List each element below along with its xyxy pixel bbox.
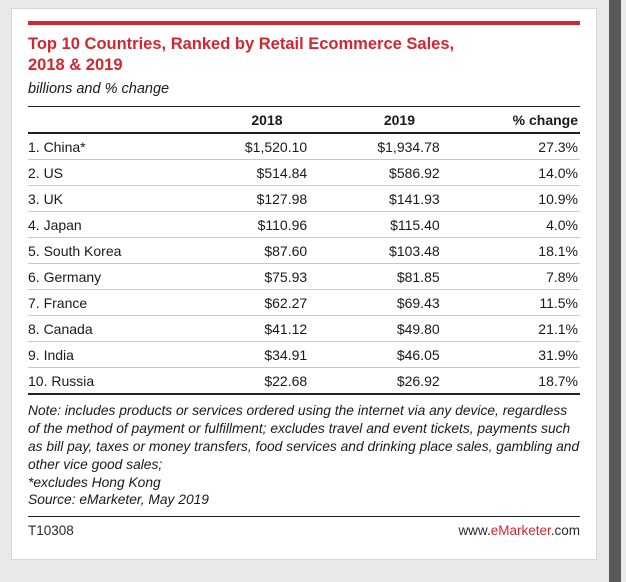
country-cell: 5. South Korea (28, 237, 227, 264)
asterisk-note: *excludes Hong Kong (28, 474, 161, 490)
methodology-note: Note: includes products or services orde… (28, 402, 580, 472)
table-row: 8. Canada $41.12 $49.80 21.1% (28, 315, 580, 342)
emarketer-url: www.eMarketer.com (458, 523, 580, 538)
sales-2018-cell: $22.68 (226, 367, 360, 395)
change-cell: 11.5% (491, 289, 580, 316)
table-row: 7. France $62.27 $69.43 11.5% (28, 289, 580, 316)
country-cell: 2. US (28, 159, 227, 186)
change-cell: 21.1% (491, 315, 580, 342)
change-cell: 4.0% (491, 211, 580, 238)
chart-id: T10308 (28, 523, 74, 539)
chart-footer: T10308 www.eMarketer.com (28, 516, 580, 538)
table-row: 5. South Korea $87.60 $103.48 18.1% (28, 237, 580, 264)
change-cell: 7.8% (491, 263, 580, 290)
column-header-change: % change (491, 105, 580, 134)
sales-2019-cell: $586.92 (359, 159, 492, 186)
sales-2018-cell: $34.91 (226, 341, 360, 368)
sales-2019-cell: $49.80 (359, 315, 492, 342)
sales-2019-cell: $103.48 (359, 237, 492, 264)
table-row: 6. Germany $75.93 $81.85 7.8% (28, 263, 580, 290)
country-cell: 6. Germany (28, 263, 227, 290)
country-cell: 10. Russia (28, 367, 227, 395)
sales-2019-cell: $141.93 (359, 185, 492, 212)
sales-2019-cell: $46.05 (359, 341, 492, 368)
change-cell: 18.7% (491, 367, 580, 395)
change-cell: 14.0% (491, 159, 580, 186)
table-row: 4. Japan $110.96 $115.40 4.0% (28, 211, 580, 238)
sales-2018-cell: $514.84 (226, 159, 360, 186)
country-cell: 8. Canada (28, 315, 227, 342)
source-note: Source: eMarketer, May 2019 (28, 492, 209, 508)
sales-2018-cell: $62.27 (226, 289, 360, 316)
sales-2019-cell: $115.40 (359, 211, 492, 238)
table-row: 1. China* $1,520.10 $1,934.78 27.3% (28, 132, 580, 160)
country-cell: 9. India (28, 341, 227, 368)
sales-2018-cell: $127.98 (226, 185, 360, 212)
country-cell: 7. France (28, 289, 227, 316)
column-header-2019: 2019 (359, 105, 492, 134)
sales-2019-cell: $81.85 (359, 263, 492, 290)
url-prefix: www. (458, 523, 491, 539)
sales-2019-cell: $1,934.78 (359, 132, 492, 160)
column-header-2018: 2018 (226, 105, 360, 134)
title-line-1: Top 10 Countries, Ranked by Retail Ecomm… (28, 35, 455, 53)
table-row: 3. UK $127.98 $141.93 10.9% (28, 185, 580, 212)
url-suffix: .com (550, 523, 580, 539)
sales-2018-cell: $87.60 (226, 237, 360, 264)
table-row: 10. Russia $22.68 $26.92 18.7% (28, 367, 580, 395)
sales-2018-cell: $41.12 (226, 315, 360, 342)
change-cell: 18.1% (491, 237, 580, 264)
sales-2019-cell: $26.92 (359, 367, 492, 395)
right-shadow-strip (609, 0, 621, 582)
accent-top-rule (28, 21, 580, 25)
country-cell: 4. Japan (28, 211, 227, 238)
url-brand: eMarketer (490, 523, 551, 539)
country-cell: 1. China* (28, 132, 227, 160)
country-cell: 3. UK (28, 185, 227, 212)
change-cell: 10.9% (491, 185, 580, 212)
title-line-2: 2018 & 2019 (28, 56, 123, 75)
column-header-country (28, 105, 227, 134)
table-header-row: 2018 2019 % change (28, 105, 580, 134)
sales-2019-cell: $69.43 (359, 289, 492, 316)
chart-card: Top 10 Countries, Ranked by Retail Ecomm… (11, 8, 597, 560)
change-cell: 31.9% (491, 341, 580, 368)
change-cell: 27.3% (491, 132, 580, 160)
sales-2018-cell: $1,520.10 (226, 132, 360, 160)
page-title: Top 10 Countries, Ranked by Retail Ecomm… (28, 34, 580, 77)
footnote-block: Note: includes products or services orde… (28, 402, 580, 510)
table-row: 2. US $514.84 $586.92 14.0% (28, 159, 580, 186)
page-subtitle: billions and % change (28, 80, 170, 97)
sales-2018-cell: $75.93 (226, 263, 360, 290)
ecommerce-sales-table: 2018 2019 % change 1. China* $1,520.10 $… (28, 105, 580, 395)
table-row: 9. India $34.91 $46.05 31.9% (28, 341, 580, 368)
sales-2018-cell: $110.96 (226, 211, 360, 238)
